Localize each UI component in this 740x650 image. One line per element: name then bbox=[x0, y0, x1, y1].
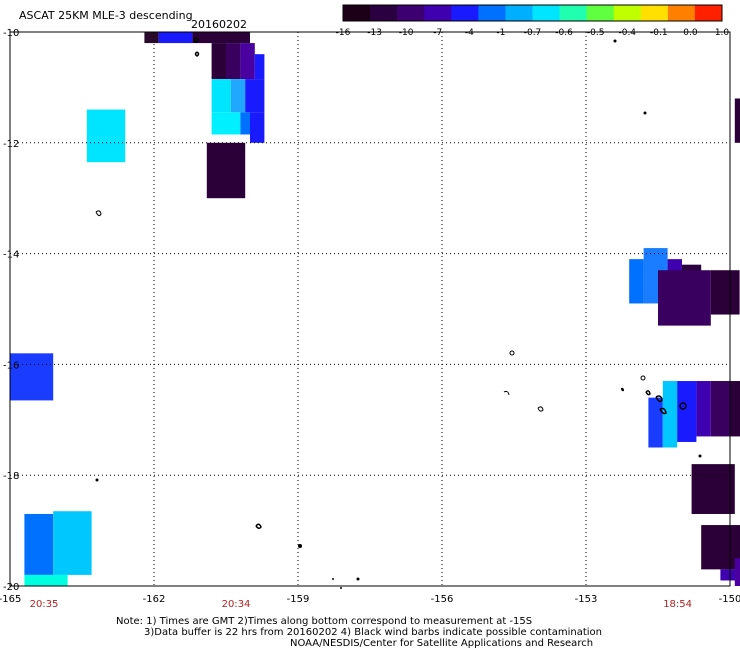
colorbar-swatch bbox=[667, 5, 696, 21]
x-tick-label: -159 bbox=[287, 594, 310, 605]
colorbar-swatch bbox=[478, 5, 506, 21]
colorbar-swatch bbox=[397, 5, 425, 21]
note-line-3: NOAA/NESDIS/Center for Satellite Applica… bbox=[290, 638, 594, 649]
colorbar-tick-label: -16 bbox=[336, 28, 351, 38]
y-tick-label: -16 bbox=[3, 360, 19, 371]
x-tick-label: -156 bbox=[431, 594, 454, 605]
note-line-2: 3)Data buffer is 22 hrs from 20160202 4)… bbox=[144, 627, 602, 638]
colorbar-tick-label: 1.0 bbox=[715, 28, 730, 38]
colorbar-swatch bbox=[424, 5, 452, 21]
colorbar-tick-label: -0.4 bbox=[618, 28, 636, 38]
heatmap-cell bbox=[211, 112, 241, 135]
colorbar-tick-label: -10 bbox=[399, 28, 414, 38]
heatmap-cell bbox=[226, 43, 241, 80]
heatmap-cell bbox=[629, 259, 644, 304]
time-label: 20:34 bbox=[221, 599, 251, 610]
chart-date: 20160202 bbox=[191, 18, 247, 31]
plot-frame bbox=[9, 31, 731, 587]
heatmap-cell bbox=[86, 109, 126, 163]
island-outlines bbox=[95, 37, 702, 589]
colorbar-tick-label: -0.5 bbox=[587, 28, 605, 38]
heatmap-cell bbox=[730, 381, 740, 437]
heatmap-cell bbox=[662, 381, 678, 448]
colorbar-tick-label: -4 bbox=[465, 28, 474, 38]
colorbar-tick-label: -1 bbox=[496, 28, 505, 38]
heatmap-cell bbox=[24, 513, 54, 575]
time-label: 18:54 bbox=[663, 599, 693, 610]
colorbar-swatch bbox=[559, 5, 588, 21]
colorbar-tick-label: -0.7 bbox=[524, 28, 542, 38]
x-tick-label: -153 bbox=[575, 594, 598, 605]
heatmap-cell bbox=[240, 43, 255, 80]
heatmap-cell bbox=[734, 98, 740, 143]
heatmap-cell bbox=[245, 79, 265, 113]
heatmap-cell bbox=[240, 112, 250, 135]
heatmap-cell bbox=[677, 381, 697, 442]
heatmap-cell bbox=[250, 112, 265, 143]
heatmap-cell bbox=[696, 381, 711, 437]
colorbar-swatch bbox=[613, 5, 642, 21]
heatmap-cell bbox=[701, 525, 740, 570]
heatmap-cell bbox=[230, 79, 246, 113]
colorbar: -16 -13 -10 -7 -4 -1 -0.7 -0.6 -0.5 -0.4 -0.1 0.0 1.… bbox=[336, 4, 730, 38]
colorbar-swatch bbox=[586, 5, 615, 21]
y-tick-label: -12 bbox=[3, 139, 19, 150]
heatmap-cell bbox=[24, 574, 68, 586]
colorbar-tick-label: 0.0 bbox=[683, 28, 698, 38]
heatmap-cell bbox=[10, 353, 54, 401]
heatmap-cell bbox=[254, 54, 265, 80]
x-tick-label: -162 bbox=[143, 594, 166, 605]
axis-tick-labels: -165 -162 -159 -156 -153 -150 -10 -12 -14 -16 -18 -… bbox=[0, 28, 740, 605]
y-tick-label: -14 bbox=[3, 250, 19, 261]
heatmap-cell bbox=[658, 270, 711, 326]
heatmap-cell bbox=[192, 32, 250, 44]
note-line-1: Note: 1) Times are GMT 2)Times along bot… bbox=[116, 616, 533, 627]
colorbar-swatch bbox=[532, 5, 561, 21]
colorbar-frame bbox=[342, 4, 723, 22]
colorbar-swatch bbox=[343, 5, 371, 21]
colorbar-swatch bbox=[694, 5, 723, 21]
x-tick-label: -165 bbox=[0, 594, 21, 605]
heatmap-cell bbox=[691, 464, 735, 514]
heatmap-cell bbox=[734, 558, 740, 586]
colorbar-swatch bbox=[370, 5, 398, 21]
y-tick-label: -20 bbox=[3, 582, 19, 593]
heatmap-cell bbox=[158, 32, 193, 44]
colorbar-swatch bbox=[640, 5, 669, 21]
cells-layer bbox=[10, 32, 740, 586]
heatmap-cell bbox=[206, 142, 246, 199]
time-label: 20:35 bbox=[29, 599, 59, 610]
y-tick-label: -10 bbox=[3, 28, 19, 39]
heatmap-cell bbox=[211, 43, 226, 80]
colorbar-swatch bbox=[451, 5, 479, 21]
heatmap-cell bbox=[648, 397, 663, 448]
x-tick-label: -150 bbox=[719, 594, 740, 605]
colorbar-tick-label: -0.6 bbox=[555, 28, 573, 38]
heatmap-cell bbox=[211, 79, 231, 113]
heatmap-cell bbox=[53, 511, 92, 575]
colorbar-swatch bbox=[505, 5, 533, 21]
colorbar-tick-label: -0.1 bbox=[650, 28, 668, 38]
heatmap-cell bbox=[710, 270, 740, 315]
colorbar-tick-label: -7 bbox=[433, 28, 442, 38]
heatmap-cell bbox=[144, 32, 159, 44]
heatmap-cell bbox=[710, 381, 730, 437]
y-tick-label: -18 bbox=[3, 471, 19, 482]
colorbar-tick-label: -13 bbox=[367, 28, 382, 38]
chart-title: ASCAT 25KM MLE-3 descending bbox=[19, 9, 193, 22]
